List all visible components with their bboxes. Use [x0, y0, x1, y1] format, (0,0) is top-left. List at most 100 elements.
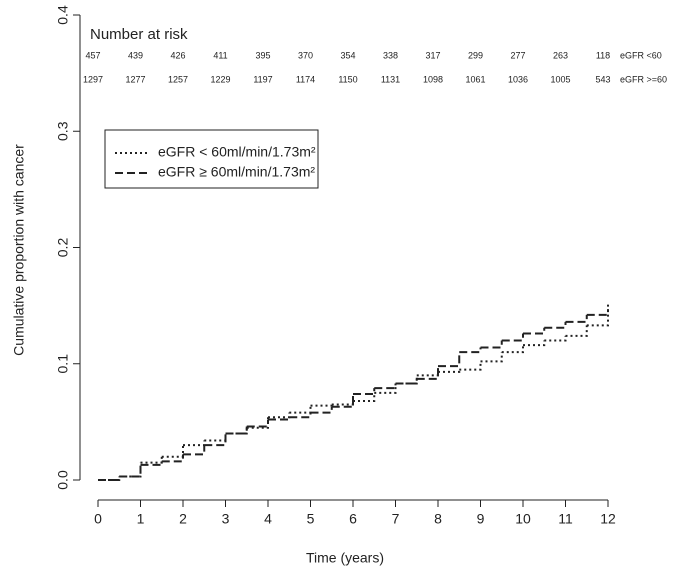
risk-count: 411: [213, 50, 227, 60]
step-segment: [586, 309, 609, 316]
step-segment: [395, 375, 418, 385]
step-segment: [183, 440, 206, 447]
step-segment: [374, 383, 397, 390]
step-segment: [331, 393, 354, 408]
step-segment: [374, 383, 397, 394]
risk-count: 1005: [550, 74, 570, 84]
x-tick-label: 7: [392, 511, 400, 527]
y-tick-label: 0.2: [55, 238, 71, 258]
step-segment: [268, 417, 291, 421]
risk-count: 426: [170, 50, 185, 60]
risk-count: 277: [510, 50, 525, 60]
step-segment: [480, 352, 503, 363]
step-segment: [119, 464, 142, 478]
step-segment: [289, 412, 312, 419]
risk-count: 370: [298, 50, 313, 60]
x-tick-label: 11: [558, 511, 573, 527]
risk-count: 395: [255, 50, 270, 60]
step-segment: [544, 321, 567, 329]
step-segment: [416, 371, 439, 377]
step-segment: [395, 378, 418, 385]
risk-count: 1277: [125, 74, 145, 84]
x-tick-label: 0: [94, 511, 102, 527]
step-segment: [98, 476, 121, 481]
step-segment: [459, 347, 482, 354]
risk-count: 1257: [168, 74, 188, 84]
step-segment: [310, 406, 333, 414]
x-tick-label: 1: [137, 511, 145, 527]
legend-label: eGFR < 60ml/min/1.73m²: [158, 144, 316, 160]
risk-count: 1098: [423, 74, 443, 84]
step-segment: [289, 405, 312, 414]
risk-count: 1229: [210, 74, 230, 84]
legend-box: [104, 129, 319, 189]
step-segment: [310, 404, 333, 407]
step-segment: [183, 445, 206, 456]
x-tick-label: 3: [222, 511, 230, 527]
step-segment: [161, 445, 184, 458]
step-segment: [459, 361, 482, 371]
step-segment: [268, 412, 291, 419]
risk-count: 1174: [296, 74, 315, 84]
risk-count: 439: [128, 50, 143, 60]
y-tick-label: 0.0: [55, 470, 71, 490]
step-segment: [523, 340, 546, 347]
x-tick-label: 5: [307, 511, 315, 527]
risk-count: 354: [340, 50, 355, 60]
risk-count: 1061: [465, 74, 485, 84]
risk-count: 1036: [508, 74, 528, 84]
risk-count: 543: [595, 74, 610, 84]
risk-table-title: Number at risk: [90, 26, 188, 43]
y-tick-label: 0.1: [55, 354, 71, 374]
step-segment: [523, 327, 546, 335]
risk-row-label: eGFR <60: [620, 50, 662, 60]
x-tick-label: 9: [477, 511, 485, 527]
step-segment: [586, 302, 609, 327]
y-axis-label: Cumulative proportion with cancer: [11, 144, 27, 356]
step-segment: [438, 352, 461, 368]
risk-row-label: eGFR >=60: [620, 74, 667, 84]
x-tick-label: 10: [515, 511, 531, 527]
x-axis-label: Time (years): [306, 550, 384, 566]
step-segment: [246, 419, 269, 428]
risk-count: 338: [383, 50, 398, 60]
step-segment: [544, 335, 567, 342]
risk-count: 457: [85, 50, 100, 60]
step-segment: [140, 456, 163, 464]
step-segment: [119, 462, 142, 478]
step-segment: [565, 314, 588, 323]
x-tick-label: 8: [434, 511, 442, 527]
step-segment: [565, 325, 588, 337]
risk-count: 1297: [83, 74, 103, 84]
x-tick-label: 4: [264, 511, 272, 527]
x-tick-label: 6: [349, 511, 357, 527]
legend-label: eGFR ≥ 60ml/min/1.73m²: [158, 164, 315, 180]
step-segment: [98, 476, 121, 481]
y-tick-label: 0.3: [55, 121, 71, 141]
x-tick-label: 12: [600, 511, 616, 527]
step-segment: [331, 400, 354, 406]
x-tick-label: 2: [179, 511, 187, 527]
risk-count: 317: [425, 50, 440, 60]
step-segment: [501, 345, 524, 354]
risk-count: 263: [553, 50, 568, 60]
step-segment: [246, 417, 269, 429]
step-segment: [480, 340, 503, 349]
step-segment: [204, 433, 227, 442]
risk-count: 299: [468, 50, 483, 60]
y-tick-label: 0.4: [55, 5, 71, 25]
step-segment: [204, 433, 227, 447]
risk-count: 118: [596, 50, 610, 60]
risk-count: 1150: [338, 74, 357, 84]
step-segment: [416, 366, 439, 380]
risk-count: 1197: [253, 74, 272, 84]
step-segment: [438, 369, 461, 373]
step-segment: [501, 333, 524, 342]
step-segment: [161, 454, 184, 463]
step-segment: [353, 388, 376, 395]
step-segment: [140, 461, 163, 466]
risk-count: 1131: [381, 74, 400, 84]
step-segment: [225, 426, 248, 435]
step-segment: [353, 392, 376, 402]
